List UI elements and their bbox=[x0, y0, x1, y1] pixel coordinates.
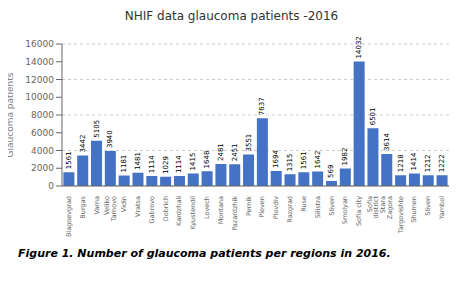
svg-text:Dobrich: Dobrich bbox=[162, 196, 170, 221]
svg-text:Ruse: Ruse bbox=[300, 196, 308, 212]
svg-text:Blagoevgrad: Blagoevgrad bbox=[65, 196, 73, 237]
svg-text:1181: 1181 bbox=[120, 155, 128, 173]
svg-text:StaraZagora: StaraZagora bbox=[379, 196, 394, 219]
svg-text:6501: 6501 bbox=[369, 107, 377, 125]
svg-text:1561: 1561 bbox=[65, 151, 73, 169]
svg-text:2000: 2000 bbox=[31, 163, 54, 173]
svg-text:1648: 1648 bbox=[203, 151, 211, 169]
svg-text:1029: 1029 bbox=[162, 156, 170, 174]
svg-text:14000: 14000 bbox=[25, 57, 54, 67]
svg-text:1114: 1114 bbox=[175, 155, 183, 173]
svg-text:Yambol: Yambol bbox=[438, 196, 446, 220]
svg-text:1414: 1414 bbox=[410, 152, 418, 170]
svg-text:5105: 5105 bbox=[93, 120, 101, 138]
svg-text:2451: 2451 bbox=[231, 143, 239, 161]
svg-text:1315: 1315 bbox=[286, 154, 294, 172]
svg-text:Pleven: Pleven bbox=[258, 196, 266, 218]
svg-text:VelikoTarnovo: VelikoTarnovo bbox=[103, 196, 118, 222]
svg-text:12000: 12000 bbox=[25, 75, 54, 85]
svg-text:Plovdiv: Plovdiv bbox=[272, 196, 280, 219]
svg-text:Burgas: Burgas bbox=[79, 195, 87, 218]
svg-text:Vratsa: Vratsa bbox=[134, 196, 142, 217]
svg-text:Varna: Varna bbox=[93, 196, 101, 215]
svg-text:0: 0 bbox=[48, 181, 54, 191]
svg-text:Glaucoma patients: Glaucoma patients bbox=[8, 72, 15, 157]
svg-text:14032: 14032 bbox=[355, 36, 363, 58]
svg-text:1642: 1642 bbox=[314, 151, 322, 169]
svg-text:Silistra: Silistra bbox=[314, 196, 322, 218]
svg-text:Sofiadistrict: Sofiadistrict bbox=[366, 196, 381, 219]
svg-text:Gabrovo: Gabrovo bbox=[148, 196, 156, 223]
svg-text:7637: 7637 bbox=[258, 97, 266, 115]
svg-text:1212: 1212 bbox=[424, 154, 432, 172]
svg-text:Kardzhali: Kardzhali bbox=[175, 196, 183, 226]
svg-text:2481: 2481 bbox=[217, 143, 225, 161]
svg-text:Lovech: Lovech bbox=[203, 196, 211, 219]
svg-text:Smolyan: Smolyan bbox=[341, 196, 349, 224]
svg-text:1481: 1481 bbox=[134, 152, 142, 170]
svg-text:1982: 1982 bbox=[341, 148, 349, 166]
svg-text:3614: 3614 bbox=[383, 133, 391, 151]
svg-text:8000: 8000 bbox=[31, 110, 54, 120]
html-text:Figure 1. Number of glaucoma p: Figure 1. Number of glaucoma patients pe… bbox=[18, 247, 391, 260]
svg-text:6000: 6000 bbox=[31, 128, 54, 138]
svg-text:Sliven: Sliven bbox=[424, 196, 432, 216]
svg-text:3940: 3940 bbox=[106, 130, 114, 148]
svg-text:16000: 16000 bbox=[25, 39, 54, 49]
svg-text:Shumen: Shumen bbox=[410, 196, 418, 223]
svg-text:3551: 3551 bbox=[245, 134, 253, 152]
svg-text:Sofia city: Sofia city bbox=[355, 196, 363, 226]
svg-text:Kyustendil: Kyustendil bbox=[189, 196, 197, 230]
svg-text:1114: 1114 bbox=[148, 155, 156, 173]
html-text:NHIF data glaucoma patients -2: NHIF data glaucoma patients -2016 bbox=[124, 9, 339, 23]
svg-text:Montana: Montana bbox=[217, 196, 225, 224]
svg-text:Vidin: Vidin bbox=[120, 196, 128, 212]
svg-text:Sliven: Sliven bbox=[328, 196, 336, 216]
svg-text:3442: 3442 bbox=[79, 135, 87, 153]
svg-text:1561: 1561 bbox=[300, 151, 308, 169]
svg-text:1694: 1694 bbox=[272, 150, 280, 168]
svg-text:Pernik: Pernik bbox=[245, 196, 253, 216]
svg-text:Razgrad: Razgrad bbox=[286, 196, 294, 223]
svg-text:Targovishte: Targovishte bbox=[397, 196, 405, 234]
svg-text:569: 569 bbox=[327, 165, 335, 178]
svg-text:4000: 4000 bbox=[31, 146, 54, 156]
svg-text:10000: 10000 bbox=[25, 92, 54, 102]
svg-text:Pazardzhik: Pazardzhik bbox=[231, 196, 239, 231]
svg-text:1415: 1415 bbox=[189, 153, 197, 171]
svg-text:1218: 1218 bbox=[397, 154, 405, 172]
svg-text:1222: 1222 bbox=[438, 154, 446, 172]
